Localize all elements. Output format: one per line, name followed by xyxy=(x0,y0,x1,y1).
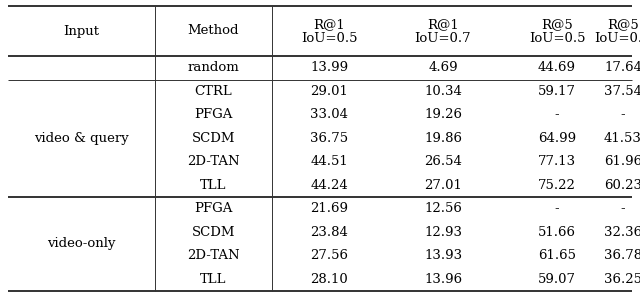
Text: 36.78: 36.78 xyxy=(604,249,640,262)
Text: 33.04: 33.04 xyxy=(310,108,348,121)
Text: TLL: TLL xyxy=(200,273,227,286)
Text: 29.01: 29.01 xyxy=(310,85,348,98)
Text: SCDM: SCDM xyxy=(192,132,236,145)
Text: 51.66: 51.66 xyxy=(538,226,576,239)
Text: -: - xyxy=(621,108,625,121)
Text: 60.23: 60.23 xyxy=(604,179,640,192)
Text: TLL: TLL xyxy=(200,179,227,192)
Text: 44.69: 44.69 xyxy=(538,61,576,74)
Text: PFGA: PFGA xyxy=(195,202,233,215)
Text: 61.65: 61.65 xyxy=(538,249,576,262)
Text: 2D-TAN: 2D-TAN xyxy=(187,155,240,168)
Text: 13.99: 13.99 xyxy=(310,61,348,74)
Text: IoU=0.5: IoU=0.5 xyxy=(301,32,357,46)
Text: 13.96: 13.96 xyxy=(424,273,462,286)
Text: 4.69: 4.69 xyxy=(428,61,458,74)
Text: R@1: R@1 xyxy=(427,18,459,32)
Text: 37.54: 37.54 xyxy=(604,85,640,98)
Text: CTRL: CTRL xyxy=(195,85,232,98)
Text: 61.96: 61.96 xyxy=(604,155,640,168)
Text: -: - xyxy=(621,202,625,215)
Text: 44.51: 44.51 xyxy=(310,155,348,168)
Text: random: random xyxy=(188,61,239,74)
Text: SCDM: SCDM xyxy=(192,226,236,239)
Text: R@5: R@5 xyxy=(607,18,639,32)
Text: 10.34: 10.34 xyxy=(424,85,462,98)
Text: 44.24: 44.24 xyxy=(310,179,348,192)
Text: 23.84: 23.84 xyxy=(310,226,348,239)
Text: Method: Method xyxy=(188,25,239,37)
Text: 59.17: 59.17 xyxy=(538,85,576,98)
Text: 32.36: 32.36 xyxy=(604,226,640,239)
Text: R@5: R@5 xyxy=(541,18,573,32)
Text: 12.93: 12.93 xyxy=(424,226,462,239)
Text: 12.56: 12.56 xyxy=(424,202,462,215)
Text: 77.13: 77.13 xyxy=(538,155,576,168)
Text: PFGA: PFGA xyxy=(195,108,233,121)
Text: 27.01: 27.01 xyxy=(424,179,462,192)
Text: 19.26: 19.26 xyxy=(424,108,462,121)
Text: Input: Input xyxy=(63,25,99,37)
Text: -: - xyxy=(555,202,559,215)
Text: 19.86: 19.86 xyxy=(424,132,462,145)
Text: IoU=0.7: IoU=0.7 xyxy=(415,32,471,46)
Text: 17.64: 17.64 xyxy=(604,61,640,74)
Text: 28.10: 28.10 xyxy=(310,273,348,286)
Text: 75.22: 75.22 xyxy=(538,179,576,192)
Text: IoU=0.5: IoU=0.5 xyxy=(529,32,585,46)
Text: -: - xyxy=(555,108,559,121)
Text: R@1: R@1 xyxy=(313,18,345,32)
Text: 21.69: 21.69 xyxy=(310,202,348,215)
Text: 59.07: 59.07 xyxy=(538,273,576,286)
Text: video-only: video-only xyxy=(47,237,116,251)
Text: 26.54: 26.54 xyxy=(424,155,462,168)
Text: 27.56: 27.56 xyxy=(310,249,348,262)
Text: 41.53: 41.53 xyxy=(604,132,640,145)
Text: 36.75: 36.75 xyxy=(310,132,348,145)
Text: 13.93: 13.93 xyxy=(424,249,462,262)
Text: 36.25: 36.25 xyxy=(604,273,640,286)
Text: IoU=0.7: IoU=0.7 xyxy=(595,32,640,46)
Text: 2D-TAN: 2D-TAN xyxy=(187,249,240,262)
Text: video & query: video & query xyxy=(34,132,129,145)
Text: 64.99: 64.99 xyxy=(538,132,576,145)
